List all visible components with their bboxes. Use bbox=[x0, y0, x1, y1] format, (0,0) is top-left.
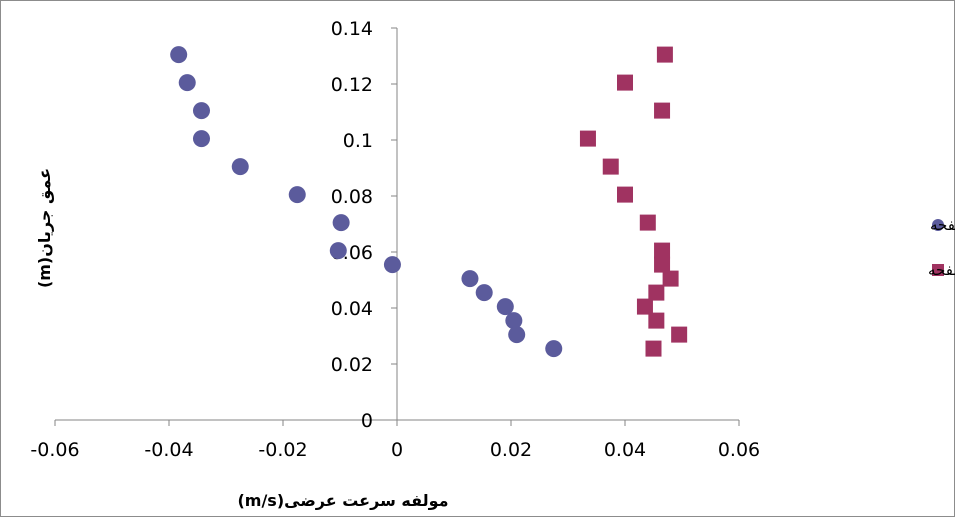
legend: بدون صفحه با صفحه bbox=[928, 216, 955, 279]
series-2-point bbox=[654, 242, 671, 259]
x-tick-label: 0.02 bbox=[490, 439, 532, 461]
legend-label-series-2: با صفحه bbox=[928, 261, 955, 279]
series-1-point bbox=[332, 214, 350, 232]
series-1-point bbox=[178, 74, 196, 92]
series-1-point bbox=[288, 186, 306, 204]
series-1-point bbox=[461, 270, 479, 288]
series-2-point bbox=[645, 340, 662, 357]
y-tick-label: 0.04 bbox=[331, 298, 373, 320]
x-axis-title: مولفه سرعت عرضی(m/s) bbox=[237, 491, 448, 510]
series-2-point bbox=[654, 102, 671, 119]
series-2-point bbox=[579, 130, 596, 147]
series-2-point bbox=[602, 158, 619, 175]
x-tick-label: 0.04 bbox=[604, 439, 646, 461]
legend-marker-series-2 bbox=[932, 264, 944, 276]
series-1-point bbox=[475, 284, 493, 302]
legend-marker-series-1 bbox=[932, 219, 944, 231]
x-tick-label: -0.02 bbox=[258, 439, 307, 461]
series-1-point bbox=[545, 340, 563, 358]
x-tick-label: 0.06 bbox=[718, 439, 760, 461]
series-2-point bbox=[617, 186, 633, 203]
series-2-point bbox=[671, 326, 688, 343]
series-2-point bbox=[617, 74, 633, 91]
legend-label-series-1: بدون صفحه bbox=[930, 216, 955, 234]
series-1-point bbox=[329, 242, 347, 260]
series-2-point bbox=[648, 284, 665, 301]
y-tick-label: 0.08 bbox=[331, 186, 373, 208]
y-axis-title: عمق جریان(m) bbox=[35, 168, 54, 288]
x-tick-label: -0.04 bbox=[144, 439, 193, 461]
axes: -0.06 -0.04 -0.02 0 0.02 0.04 0.06 0 0.02 0.04 0.0… bbox=[30, 18, 760, 461]
series-1-point bbox=[192, 102, 210, 120]
y-tick-label: 0.14 bbox=[331, 18, 373, 40]
x-tick-label: 0 bbox=[391, 439, 403, 461]
y-tick-label: 0.1 bbox=[343, 130, 373, 152]
series-2-point bbox=[656, 46, 673, 63]
y-tick-label: 0.02 bbox=[331, 354, 373, 376]
series-1-point bbox=[505, 312, 523, 330]
series-1-point bbox=[508, 326, 526, 344]
y-tick-label: 0 bbox=[361, 410, 373, 432]
series-1-point bbox=[170, 46, 188, 64]
series-1-point bbox=[496, 298, 514, 316]
series-1-point bbox=[192, 130, 210, 148]
y-tick-label: 0.12 bbox=[331, 74, 373, 96]
data-points bbox=[170, 46, 688, 358]
series-1-point bbox=[231, 158, 249, 176]
series-2-point bbox=[662, 270, 679, 287]
series-2-point bbox=[639, 214, 656, 231]
series-1-point bbox=[383, 256, 401, 274]
series-2-point bbox=[648, 312, 665, 329]
x-tick-label: -0.06 bbox=[30, 439, 79, 461]
series-2-point bbox=[636, 298, 653, 315]
series-2-point bbox=[654, 256, 671, 273]
